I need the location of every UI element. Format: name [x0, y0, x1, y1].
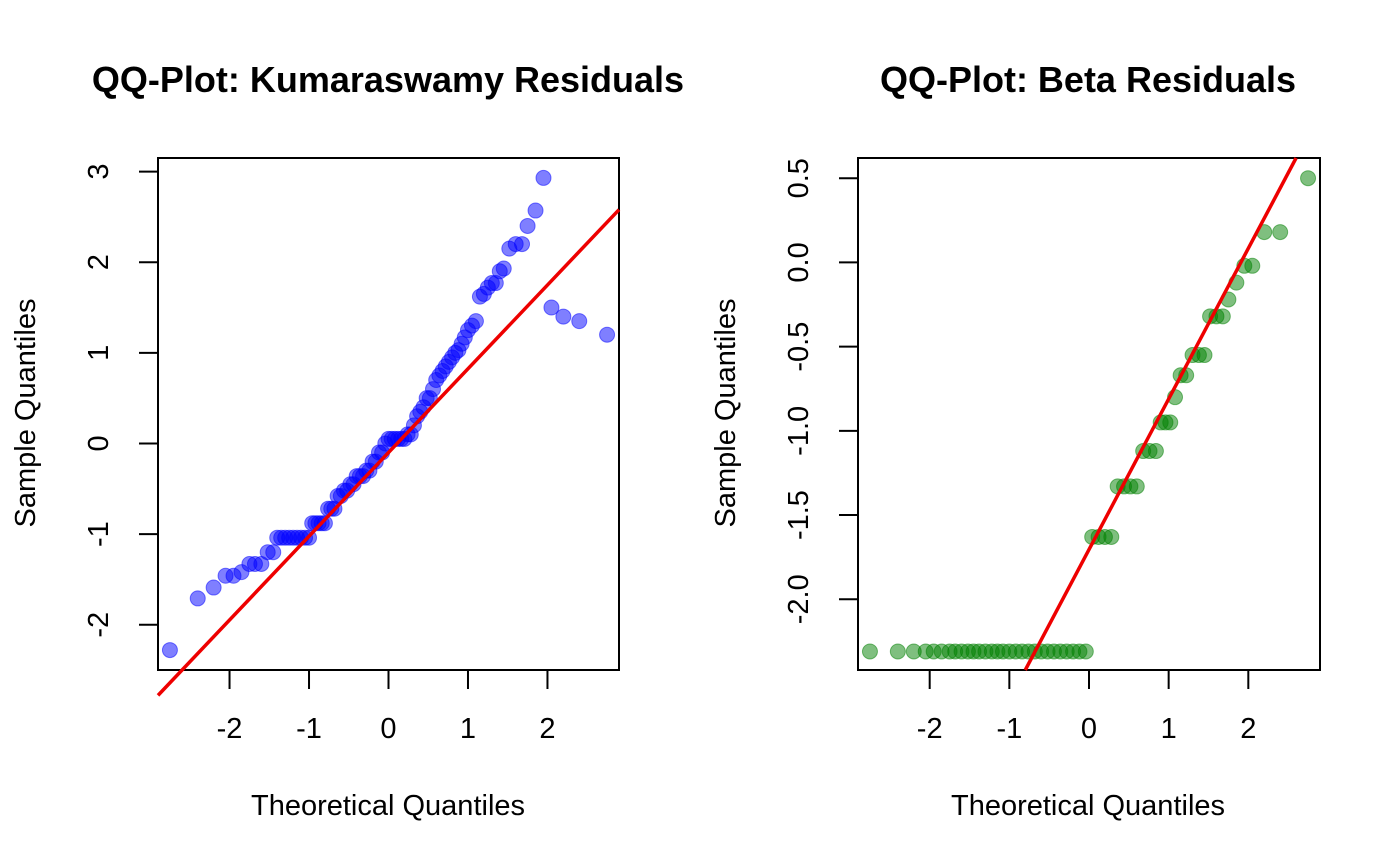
x-tick-label: -2 — [917, 713, 943, 745]
qq-panel-beta: QQ-Plot: Beta Residuals Theoretical Quan… — [710, 59, 1321, 822]
y-axis-label: Sample Quantiles — [710, 299, 742, 528]
y-axis-label: Sample Quantiles — [10, 299, 42, 528]
x-tick-label: 0 — [380, 713, 396, 745]
data-point — [571, 313, 588, 330]
y-tick-label: -0.5 — [783, 322, 815, 372]
y-tick-label: -1.0 — [783, 406, 815, 456]
y-tick-label: -2.0 — [783, 574, 815, 624]
y-tick-label: -2 — [83, 612, 115, 638]
y-tick-label: 0.5 — [783, 158, 815, 198]
data-point — [514, 236, 531, 253]
x-tick-label: 0 — [1081, 713, 1097, 745]
data-point — [599, 326, 616, 343]
data-point — [1272, 224, 1289, 241]
data-point — [1147, 443, 1164, 460]
x-tick-label: 1 — [460, 713, 476, 745]
qq-panel-kumaraswamy: QQ-Plot: Kumaraswamy Residuals Theoretic… — [10, 59, 684, 822]
data-points — [161, 169, 616, 659]
x-axis-label: Theoretical Quantiles — [951, 790, 1225, 822]
data-point — [555, 308, 572, 325]
y-ticks: -2 -1 0 1 2 3 — [83, 164, 159, 638]
x-axis-label: Theoretical Quantiles — [251, 790, 525, 822]
data-points — [861, 170, 1317, 660]
x-tick-label: 2 — [1240, 713, 1256, 745]
data-point — [189, 590, 206, 607]
y-ticks: -2.0 -1.5 -1.0 -0.5 0.0 0.5 — [783, 158, 859, 624]
data-point — [527, 202, 544, 219]
chart-title: QQ-Plot: Beta Residuals — [880, 59, 1296, 100]
data-point — [1244, 257, 1261, 274]
data-point — [543, 299, 560, 316]
y-tick-label: -1 — [83, 521, 115, 547]
data-point — [889, 643, 906, 660]
data-point — [495, 260, 512, 277]
data-point — [535, 169, 552, 186]
data-point — [1128, 478, 1145, 495]
y-tick-label: 2 — [83, 254, 115, 270]
data-point — [1300, 170, 1317, 187]
y-tick-label: 3 — [83, 164, 115, 180]
qq-reference-line — [1023, 157, 1298, 671]
plot-frame — [857, 157, 1321, 671]
data-point — [1077, 643, 1094, 660]
y-tick-label: 1 — [83, 345, 115, 361]
x-tick-label: -1 — [296, 713, 322, 745]
y-tick-label: -1.5 — [783, 490, 815, 540]
data-point — [265, 544, 282, 561]
data-point — [161, 642, 178, 659]
data-point — [1214, 308, 1231, 325]
data-point — [1103, 528, 1120, 545]
chart-title: QQ-Plot: Kumaraswamy Residuals — [92, 59, 684, 100]
data-point — [1162, 414, 1179, 431]
data-point — [861, 643, 878, 660]
data-point — [205, 579, 222, 596]
x-tick-label: 1 — [1161, 713, 1177, 745]
qq-reference-line — [156, 208, 621, 697]
y-tick-label: 0.0 — [783, 242, 815, 282]
x-tick-label: -1 — [996, 713, 1022, 745]
x-tick-label: -2 — [217, 713, 243, 745]
x-tick-label: 2 — [539, 713, 555, 745]
x-ticks: -2 -1 0 1 2 — [917, 669, 1256, 745]
reference-line — [156, 208, 621, 697]
data-point — [467, 313, 484, 330]
x-ticks: -2 -1 0 1 2 — [217, 669, 556, 745]
data-point — [1196, 347, 1213, 364]
plot-frame — [157, 157, 620, 671]
reference-line — [1023, 157, 1298, 671]
y-tick-label: 0 — [83, 435, 115, 451]
data-point — [519, 217, 536, 234]
